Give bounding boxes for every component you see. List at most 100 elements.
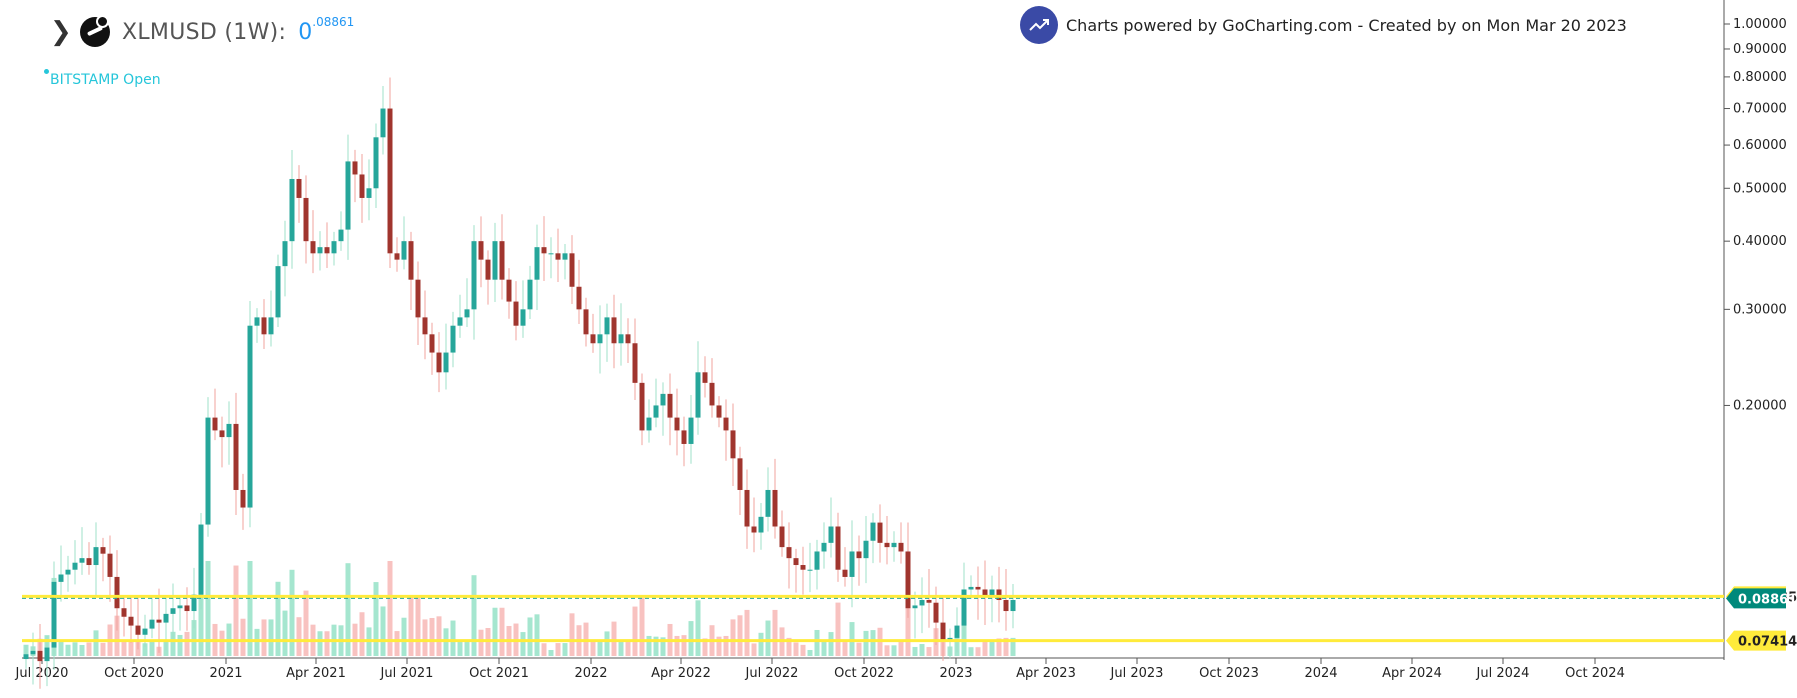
volume-bar: [254, 628, 260, 656]
candle-body: [212, 417, 218, 431]
volume-bar: [303, 590, 309, 656]
candle-body: [380, 108, 386, 138]
candle-body: [51, 581, 57, 648]
candle-body: [303, 197, 309, 242]
candle-body: [926, 600, 932, 603]
candle-body: [653, 405, 659, 418]
candle-body: [912, 605, 918, 609]
volume-bar: [401, 617, 407, 656]
volume-bar: [639, 597, 645, 656]
volume-bar: [1003, 637, 1009, 656]
volume-bar: [548, 650, 554, 656]
candle-body: [226, 423, 232, 438]
candle-body: [513, 301, 519, 326]
volume-bar: [317, 631, 323, 656]
candle-body: [737, 458, 743, 490]
candle-body: [37, 650, 43, 662]
last-price-main: 0: [298, 19, 313, 45]
volume-bar: [856, 642, 862, 656]
candle-body: [149, 619, 155, 629]
volume-bar: [464, 641, 470, 656]
volume-bar: [569, 613, 575, 656]
volume-bar: [765, 620, 771, 656]
candle-body: [954, 625, 960, 638]
volume-bar: [625, 640, 631, 656]
candle-body: [527, 279, 533, 310]
candle-body: [905, 551, 911, 609]
candle-body: [394, 253, 400, 260]
volume-bar: [681, 635, 687, 656]
x-tick-label: Apr 2022: [651, 666, 711, 681]
powered-text: Charts powered by GoCharting.com - Creat…: [1066, 15, 1627, 35]
candle-body: [443, 352, 449, 373]
candle-body: [702, 372, 708, 383]
candle-body: [429, 334, 435, 353]
candle-body: [366, 188, 372, 198]
candle-body: [79, 558, 85, 563]
candle-body: [604, 317, 610, 335]
volume-bar: [653, 636, 659, 656]
candle-body: [793, 558, 799, 566]
candle-body: [751, 526, 757, 533]
volume-bar: [660, 637, 666, 656]
candle-body: [772, 489, 778, 527]
volume-bar: [268, 619, 274, 656]
y-tick-label: 0.60000: [1733, 138, 1787, 153]
candle-body: [415, 279, 421, 318]
y-tick-label: 1.00000: [1733, 17, 1787, 32]
candle-body: [597, 334, 603, 344]
candle-body: [842, 569, 848, 577]
candle-body: [548, 253, 554, 255]
candle-body: [982, 589, 988, 598]
candle-body: [142, 628, 148, 635]
volume-bar: [65, 644, 71, 656]
candle-body: [828, 526, 834, 543]
volume-bar: [800, 644, 806, 656]
candle-body: [618, 334, 624, 344]
volume-bar: [618, 640, 624, 656]
candle-body: [590, 334, 596, 344]
volume-bar: [289, 569, 295, 656]
candle-body: [730, 430, 736, 459]
volume-bar: [996, 638, 1002, 656]
candle-body: [233, 423, 239, 490]
volume-bar: [380, 606, 386, 656]
volume-bar: [499, 607, 505, 656]
volume-bar: [457, 640, 463, 656]
candle-body: [660, 393, 666, 406]
candle-body: [359, 174, 365, 198]
volume-bar: [282, 610, 288, 656]
x-tick-label: Apr 2021: [286, 666, 346, 681]
volume-bar: [415, 596, 421, 656]
candle-body: [870, 522, 876, 541]
volume-bar: [534, 614, 540, 656]
volume-bar: [408, 595, 414, 656]
candle-body: [744, 489, 750, 527]
candle-body: [275, 266, 281, 318]
volume-bar: [527, 617, 533, 656]
volume-bar: [674, 635, 680, 656]
x-tick-label: Oct 2024: [1565, 666, 1625, 681]
volume-bar: [247, 561, 253, 656]
candle-body: [128, 616, 134, 626]
candle-body: [975, 586, 981, 590]
volume-bar: [835, 602, 841, 656]
candle-body: [205, 417, 211, 525]
candle-body: [317, 247, 323, 254]
volume-bar: [275, 581, 281, 656]
chevron-right-icon[interactable]: ❯: [50, 17, 72, 47]
volume-bar: [177, 634, 183, 656]
gocharting-logo-icon: [1020, 6, 1058, 44]
candle-body: [625, 334, 631, 344]
candle-body: [646, 417, 652, 431]
volume-bar: [170, 631, 176, 656]
volume-bar: [324, 631, 330, 656]
candle-body: [184, 605, 190, 612]
candle-body: [219, 430, 225, 438]
candle-body: [100, 547, 106, 554]
candle-body: [331, 241, 337, 254]
candle-body: [849, 551, 855, 577]
volume-bar: [555, 643, 561, 656]
candle-body: [695, 372, 701, 418]
